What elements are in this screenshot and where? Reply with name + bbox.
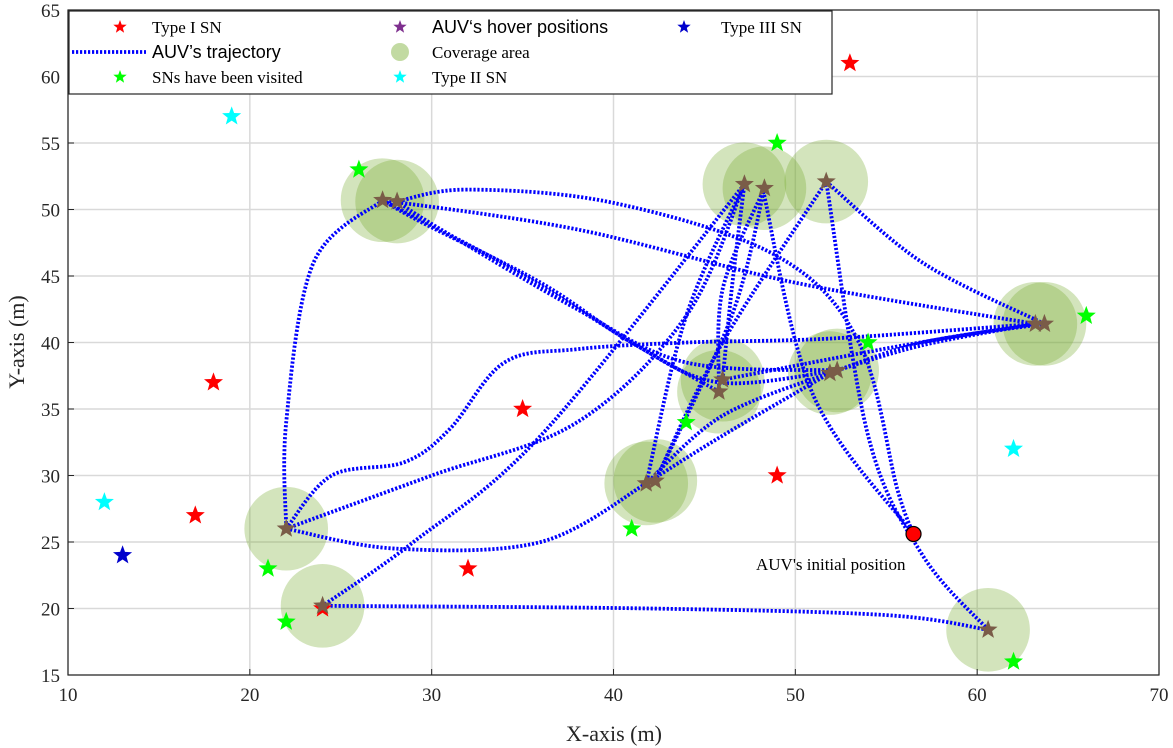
hover-position-marker [636, 473, 656, 492]
y-tick-label: 20 [41, 600, 60, 621]
trajectory-line [716, 187, 767, 392]
hover-position-marker [276, 518, 296, 537]
x-tick-label: 30 [422, 685, 441, 706]
trajectory-line [282, 198, 384, 529]
type2-sn-marker [222, 106, 242, 125]
hover-position-marker [978, 619, 998, 638]
y-tick-label: 40 [41, 334, 60, 355]
trajectory-line [322, 603, 989, 632]
type1-sn-marker [513, 399, 533, 418]
type1-sn-marker [767, 465, 787, 484]
trajectory-line [722, 322, 1036, 382]
hover-position-marker [734, 174, 754, 193]
y-tick-label: 35 [41, 400, 60, 421]
type2-sn-marker [94, 492, 114, 511]
y-tick-label: 30 [41, 467, 60, 488]
y-tick-label: 50 [41, 201, 60, 222]
legend-box [68, 10, 833, 95]
trajectory-line [760, 187, 916, 536]
y-tick-label: 25 [41, 533, 60, 554]
type3-sn-marker [113, 545, 133, 564]
trajectory-line [285, 183, 747, 531]
initial-position-marker [905, 525, 922, 543]
legend: Type I SN AUV’s trajectory SNs have been… [68, 10, 833, 95]
visited-sn-marker [622, 518, 642, 537]
legend-coverage-symbol [391, 43, 409, 61]
axes-box [67, 9, 1160, 676]
y-tick-label: 65 [41, 1, 60, 22]
hover-position-marker [645, 470, 665, 489]
trajectory-line [381, 198, 838, 386]
legend-type1-label: Type I SN [152, 18, 222, 37]
trajectory-line [396, 187, 916, 535]
legend-type3-label: Type III SN [721, 18, 802, 37]
x-tick-label: 70 [1150, 685, 1169, 706]
legend-visited-label: SNs have been visited [152, 68, 303, 87]
legend-coverage-label: Coverage area [432, 43, 530, 62]
trajectory-line [824, 180, 1046, 326]
legend-type3-symbol [677, 20, 691, 33]
type1-sn-marker [185, 505, 205, 524]
x-tick-label: 50 [786, 685, 805, 706]
hover-position-marker [313, 595, 333, 614]
legend-hover-label: AUV‘s hover positions [432, 17, 608, 37]
hover-position-marker [373, 190, 393, 209]
x-tick-label: 60 [968, 685, 987, 706]
visited-sn-marker [1004, 651, 1023, 670]
visited-sn-marker [349, 159, 369, 178]
hover-position-marker [1025, 313, 1045, 332]
y-tick-label: 60 [41, 68, 60, 89]
trajectory-line [653, 187, 767, 482]
legend-type2-label: Type II SN [432, 68, 507, 87]
trajectory-line [644, 183, 747, 484]
legend-visited-symbol [113, 70, 127, 83]
y-tick-label: 55 [41, 134, 60, 155]
trajectory-line [285, 481, 648, 553]
trajectory-line [824, 181, 990, 632]
visited-sn-marker [276, 611, 296, 630]
legend-type1-symbol [113, 20, 127, 33]
trajectory-line [382, 198, 1036, 326]
type2-sn-marker [1004, 438, 1023, 457]
y-axis-label: Y-axis (m) [4, 295, 29, 388]
hover-position-marker [713, 369, 733, 388]
trajectory-line [321, 183, 746, 608]
type1-sn-marker [204, 372, 223, 391]
y-tick-label: 45 [41, 267, 60, 288]
hover-position-marker [387, 191, 407, 210]
tick-labels: 10 20 30 40 50 60 70 15 20 25 30 35 40 45 50 55 60 65 [41, 1, 1169, 706]
visited-sn-marker [1076, 305, 1096, 324]
x-tick-label: 20 [240, 685, 259, 706]
visited-sn-marker [258, 558, 278, 577]
visited-sn-marker [676, 412, 696, 431]
coverage-areas [244, 139, 1087, 672]
plot-frame [67, 9, 1160, 676]
markers [94, 53, 1096, 670]
trajectory-line [720, 183, 747, 380]
initial-position-label: AUV's initial position [756, 555, 906, 574]
x-tick-label: 10 [59, 685, 78, 706]
x-tick-label: 40 [604, 685, 623, 706]
trajectory-line [644, 368, 838, 485]
hover-position-marker [754, 178, 774, 197]
visited-sn-marker [858, 332, 878, 351]
legend-hover-symbol [393, 20, 407, 33]
legend-trajectory-label: AUV’s trajectory [152, 42, 281, 62]
trajectory-line [381, 198, 720, 394]
hover-position-marker [816, 171, 836, 190]
x-axis-label: X-axis (m) [566, 721, 662, 746]
trajectory-paths [282, 180, 1046, 632]
type1-sn-marker [458, 558, 478, 577]
legend-type2-symbol [393, 70, 407, 83]
type1-sn-marker [840, 53, 860, 72]
hover-position-marker [709, 381, 729, 400]
visited-sn-marker [767, 133, 787, 152]
hover-position-marker [827, 360, 847, 379]
hover-position-marker [1034, 313, 1054, 332]
hover-position-marker [820, 363, 840, 382]
trajectory-line [284, 322, 1036, 530]
y-tick-label: 15 [41, 666, 60, 687]
